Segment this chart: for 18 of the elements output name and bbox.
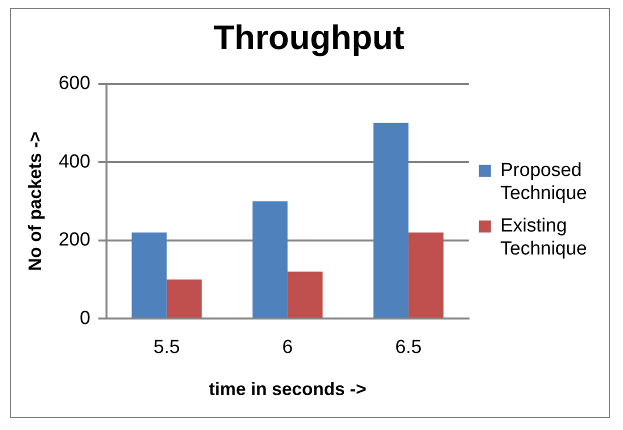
bar bbox=[288, 272, 323, 318]
bar bbox=[132, 232, 167, 318]
bar bbox=[166, 279, 202, 318]
x-tick-label: 5.5 bbox=[154, 337, 180, 358]
y-tick-label: 200 bbox=[58, 230, 90, 251]
x-axis-title: time in seconds -> bbox=[208, 379, 366, 400]
x-tick-label: 6 bbox=[282, 337, 293, 358]
bar bbox=[252, 201, 288, 318]
bar bbox=[373, 122, 408, 318]
y-tick-label: 0 bbox=[80, 308, 90, 329]
y-tick-label: 600 bbox=[58, 73, 90, 94]
bar bbox=[408, 232, 444, 318]
x-tick-label: 6.5 bbox=[395, 337, 422, 358]
chart-title: Throughput bbox=[214, 18, 404, 57]
legend-label: Proposed Technique bbox=[500, 160, 587, 204]
legend-label: Existing Technique bbox=[500, 216, 587, 260]
y-axis-title: No of packets -> bbox=[24, 131, 45, 271]
y-tick-label: 400 bbox=[58, 151, 90, 172]
